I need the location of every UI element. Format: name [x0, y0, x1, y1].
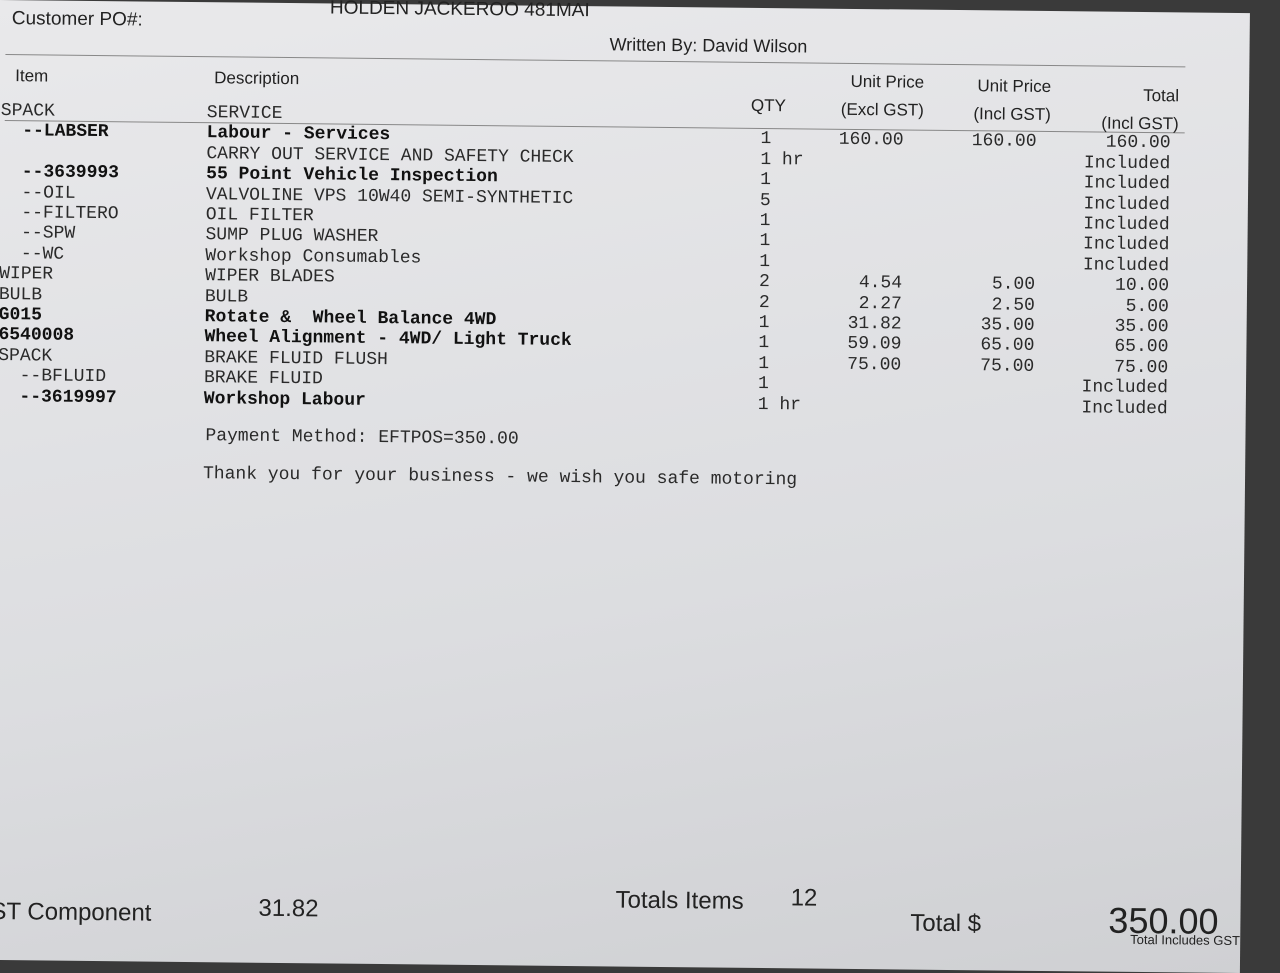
- item-code: --BFLUID: [0, 366, 107, 388]
- description: Workshop Consumables: [205, 245, 422, 269]
- qty: 1: [758, 333, 770, 354]
- receipt: HOLDEN JACKEROO 481MAI Customer PO#: Wri…: [0, 0, 1250, 973]
- column-header: Unit Price: [850, 71, 925, 92]
- line-total: Included: [1083, 193, 1171, 215]
- item-code: WIPER: [0, 264, 54, 285]
- line-total: 75.00: [1114, 357, 1169, 379]
- description: OIL FILTER: [205, 205, 314, 227]
- qty: 2: [758, 292, 770, 313]
- rule: [5, 54, 1186, 68]
- items-table: Item Description QTY Unit Price (Excl GST) Un…: [0, 0, 1250, 419]
- line-total: 160.00: [1105, 132, 1171, 154]
- line-total: 10.00: [1114, 275, 1170, 297]
- description: Workshop Labour: [203, 388, 366, 411]
- line-total: Included: [1083, 214, 1170, 236]
- unit-excl: 2.27: [858, 293, 902, 315]
- item-code: 6540008: [0, 325, 75, 347]
- line-total: Included: [1083, 173, 1171, 195]
- description: WIPER BLADES: [205, 266, 335, 288]
- description: BRAKE FLUID FLUSH: [204, 347, 388, 370]
- qty: 1: [759, 251, 771, 272]
- column-header: Total: [1143, 85, 1180, 106]
- customer-po: Customer PO#:: [11, 8, 143, 31]
- line-total: Included: [1081, 377, 1169, 399]
- unit-incl: 35.00: [980, 315, 1035, 336]
- description: SERVICE: [206, 103, 283, 124]
- unit-excl: 160.00: [838, 130, 904, 151]
- gst-value: 31.82: [258, 894, 319, 923]
- column-header: Description: [214, 68, 300, 89]
- thanks-note: Thank you for your business - we wish yo…: [202, 464, 798, 491]
- qty: 1: [759, 231, 771, 252]
- item-code: --OIL: [0, 182, 76, 204]
- line-total: Included: [1081, 397, 1168, 419]
- qty: 1: [758, 312, 770, 334]
- qty: 1: [759, 210, 771, 232]
- description: BRAKE FLUID: [203, 368, 323, 390]
- item-code: --WC: [0, 243, 65, 265]
- qty: 1: [757, 374, 769, 395]
- qty: 1 hr: [760, 149, 804, 171]
- item-code: --FILTERO: [0, 203, 119, 225]
- line-total: Included: [1082, 234, 1170, 256]
- item-code: SPACK: [0, 345, 53, 367]
- item-code: --3639993: [0, 162, 120, 184]
- items-value: 12: [790, 884, 818, 912]
- unit-incl: 2.50: [991, 294, 1035, 316]
- line-total: Included: [1083, 153, 1171, 175]
- column-header: Item: [15, 66, 49, 86]
- items-label: Totals Items: [615, 886, 744, 915]
- description: 55 Point Vehicle Inspection: [206, 164, 498, 188]
- description: Labour - Services: [206, 123, 391, 146]
- description: SUMP PLUG WASHER: [205, 225, 379, 248]
- unit-excl: 4.54: [858, 273, 903, 294]
- unit-incl: 65.00: [980, 335, 1035, 357]
- line-total: 5.00: [1125, 296, 1169, 317]
- column-header: Unit Price: [977, 76, 1052, 97]
- unit-incl: 160.00: [971, 131, 1037, 153]
- qty: 1: [760, 170, 772, 191]
- line-total: 35.00: [1114, 316, 1169, 338]
- unit-incl: 75.00: [980, 356, 1035, 377]
- item-code: G015: [0, 305, 43, 326]
- column-header: (Excl GST): [840, 99, 924, 120]
- line-total: 65.00: [1114, 337, 1169, 358]
- description: BULB: [204, 286, 249, 308]
- qty: 1 hr: [757, 394, 802, 416]
- item-code: --3619997: [0, 386, 117, 408]
- item-code: SPACK: [0, 101, 55, 122]
- total-label: Total $: [910, 909, 982, 938]
- gst-label: ST Component: [0, 897, 152, 927]
- item-code: --SPW: [0, 223, 76, 245]
- qty: 1: [758, 353, 770, 374]
- payment-note: Payment Method: EFTPOS=350.00: [205, 426, 519, 450]
- written-by: Written By: David Wilson: [609, 34, 808, 57]
- column-header: (Incl GST): [1101, 113, 1179, 134]
- unit-excl: 31.82: [847, 313, 902, 335]
- item-code: --LABSER: [0, 121, 109, 143]
- qty: 1: [760, 129, 772, 150]
- item-code: BULB: [0, 284, 43, 306]
- total-note: Total Includes GST: [1130, 931, 1241, 949]
- unit-excl: 75.00: [847, 354, 902, 376]
- qty: 5: [759, 190, 771, 211]
- description: Rotate & Wheel Balance 4WD: [204, 307, 497, 331]
- column-header: (Incl GST): [973, 104, 1051, 125]
- line-total: Included: [1082, 255, 1170, 277]
- unit-excl: 59.09: [847, 334, 902, 355]
- qty: 2: [758, 272, 771, 293]
- column-header: QTY: [750, 95, 786, 116]
- vehicle: HOLDEN JACKEROO 481MAI: [329, 0, 590, 22]
- unit-incl: 5.00: [991, 274, 1036, 296]
